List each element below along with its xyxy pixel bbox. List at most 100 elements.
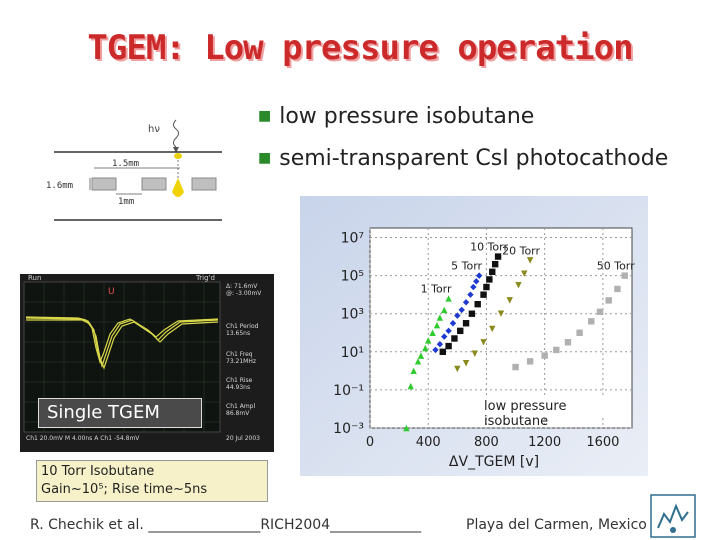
- y-tick-label: 10³: [341, 307, 364, 323]
- data-point: [483, 283, 490, 291]
- data-point: [425, 337, 432, 344]
- caption-line-2: Gain~10⁵; Rise time~5ns: [41, 482, 208, 497]
- series-label: 50 Torr: [597, 260, 635, 273]
- data-point: [480, 291, 487, 298]
- data-point: [436, 340, 444, 348]
- photon-arrow-icon: [173, 147, 179, 153]
- x-tick-label: 0: [366, 435, 374, 450]
- data-point: [564, 339, 572, 346]
- data-point: [458, 306, 465, 314]
- data-point: [468, 310, 476, 317]
- electrode-segment: [141, 177, 167, 191]
- data-point: [526, 358, 534, 365]
- y-tick-label: 10⁻³: [333, 421, 364, 437]
- plot-annotation: low pressure isobutane: [478, 398, 620, 429]
- data-point: [449, 320, 457, 327]
- y-tick-label: 10⁷: [341, 231, 364, 247]
- scope-readout: Ch1 Period: [226, 323, 259, 330]
- avalanche-icon: [172, 178, 184, 197]
- series-label: 20 Torr: [502, 244, 540, 257]
- data-point: [454, 365, 461, 373]
- data-point: [515, 281, 522, 289]
- data-point: [512, 363, 519, 371]
- tgem-schematic: hν 1.5mm 1.6mm 1mm: [46, 119, 222, 221]
- data-point: [439, 348, 446, 356]
- series-label: 1 Torr: [421, 282, 452, 295]
- scope-date: 20 Jul 2003: [226, 435, 260, 442]
- trigger-marker-icon: U: [108, 287, 115, 297]
- data-point: [414, 358, 422, 365]
- scope-readout: 86.8mV: [226, 410, 250, 417]
- x-tick-label: 800: [474, 435, 499, 450]
- data-point: [526, 257, 534, 264]
- footer-right: Playa del Carmen, Mexico: [466, 517, 647, 533]
- caption-box: 10 Torr Isobutane Gain~10⁵; Rise time~5n…: [36, 460, 268, 502]
- scope-readout: 73.21MHz: [226, 358, 256, 365]
- data-point: [576, 329, 583, 336]
- data-point: [422, 344, 429, 352]
- plot-series: [403, 253, 628, 432]
- photon-wave-icon: [173, 119, 179, 148]
- series-label: 5 Torr: [451, 260, 482, 273]
- scope-readout: @: -3.00mV: [226, 290, 262, 297]
- x-tick-label: 1600: [586, 435, 619, 450]
- data-point: [596, 308, 604, 316]
- data-point: [588, 318, 595, 325]
- y-tick-label: 10¹: [341, 345, 364, 361]
- data-point: [621, 272, 628, 279]
- pitch-dim-label: 1.5mm: [112, 159, 139, 169]
- x-tick-label: 1200: [528, 435, 561, 450]
- data-point: [480, 339, 487, 346]
- data-point: [429, 329, 436, 336]
- bullet-1-text: low pressure isobutane: [279, 104, 535, 129]
- bullet-1: ■ low pressure isobutane: [258, 104, 534, 129]
- plot-area: [369, 227, 633, 429]
- scope-readout: Ch1 Rise: [226, 377, 253, 384]
- data-point: [473, 278, 480, 285]
- data-point: [506, 297, 513, 304]
- data-point: [462, 320, 470, 327]
- data-point: [474, 300, 481, 308]
- data-point: [445, 295, 452, 302]
- thickness-dim-label: 1.6mm: [46, 181, 73, 191]
- data-point: [462, 299, 470, 306]
- data-point: [407, 382, 414, 390]
- hv-label: hν: [148, 124, 160, 135]
- footer-left: R. Chechik et al. ________________RICH20…: [30, 517, 422, 533]
- photoelectron-icon: [174, 153, 182, 159]
- scope-readouts: Δ: 71.6mV @: -3.00mV Ch1 Period 13.65ns …: [226, 283, 262, 417]
- x-tick-label: 400: [416, 435, 441, 450]
- scope-readout: Ch1 Ampl: [226, 403, 255, 410]
- data-point: [486, 276, 493, 283]
- scope-readout: 44.93ns: [226, 384, 250, 391]
- data-point: [541, 352, 548, 359]
- data-point: [445, 342, 452, 350]
- scope-readout: Ch1 Freq: [226, 351, 253, 358]
- single-tgem-label: Single TGEM: [38, 398, 202, 428]
- slide-title: TGEM: Low pressure operation: [87, 28, 633, 68]
- data-point: [462, 360, 470, 367]
- bullet-marker-icon: ■: [258, 150, 272, 166]
- data-point: [614, 285, 621, 293]
- data-point: [491, 260, 499, 268]
- electrode-segment: [91, 177, 117, 191]
- scope-readout: 13.65ns: [226, 330, 250, 337]
- scope-waveforms: [25, 316, 219, 370]
- data-point: [475, 272, 483, 279]
- data-point: [605, 297, 612, 304]
- data-point: [454, 312, 461, 319]
- data-point: [471, 350, 478, 357]
- scope-run-label: Run: [28, 274, 41, 282]
- data-point: [489, 325, 496, 333]
- data-point: [451, 335, 458, 342]
- scope-readout: Δ: 71.6mV: [226, 283, 258, 290]
- data-point: [470, 283, 477, 291]
- data-point: [417, 352, 425, 359]
- scope-status-line: Ch1 20.0mV M 4.00ns A Ch1 -54.8mV: [26, 435, 140, 442]
- data-point: [433, 321, 441, 329]
- data-point: [521, 270, 528, 277]
- data-point: [436, 314, 444, 321]
- data-point: [403, 424, 410, 432]
- data-point: [497, 310, 505, 317]
